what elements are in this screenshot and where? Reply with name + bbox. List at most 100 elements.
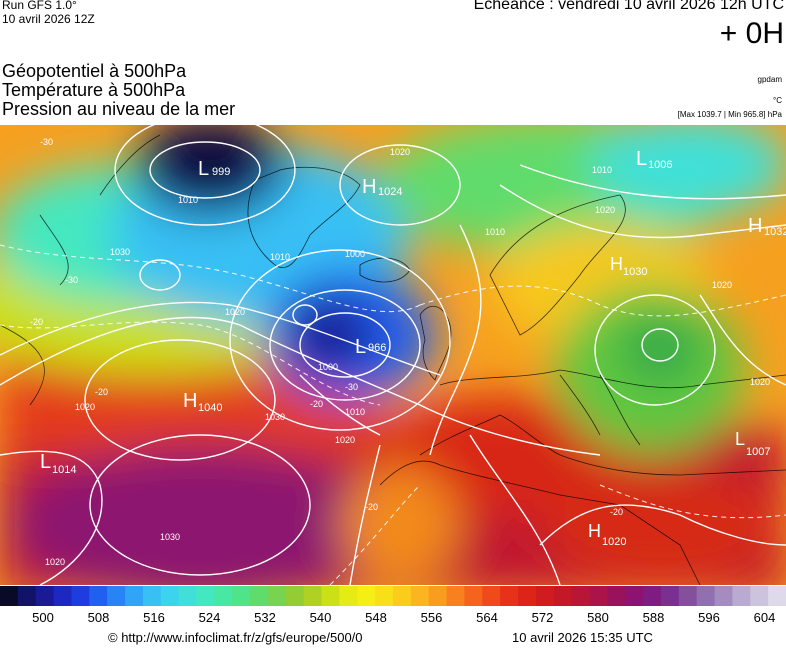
svg-text:1030: 1030	[623, 266, 647, 278]
svg-text:1020: 1020	[75, 402, 95, 412]
svg-text:L: L	[355, 336, 366, 358]
scale-swatch	[464, 586, 483, 606]
title-geopotential: Géopotentiel à 500hPa	[2, 61, 187, 81]
scale-swatch	[446, 586, 465, 606]
high-center-azores: H 1040	[183, 390, 222, 414]
svg-text:1010: 1010	[485, 227, 505, 237]
svg-text:1000: 1000	[345, 249, 365, 259]
unit-temperature: °C	[773, 96, 782, 105]
svg-text:1020: 1020	[225, 307, 245, 317]
svg-text:-20: -20	[95, 387, 108, 397]
scale-tick-label: 516	[143, 610, 165, 625]
scale-swatch	[607, 586, 626, 606]
scale-swatch	[71, 586, 90, 606]
svg-text:-30: -30	[65, 275, 78, 285]
scale-tick-label: 556	[420, 610, 443, 625]
svg-text:-20: -20	[365, 502, 378, 512]
scale-swatch	[535, 586, 555, 606]
svg-text:1000: 1000	[318, 362, 338, 372]
scale-swatch	[178, 586, 197, 606]
scale-swatch	[678, 586, 698, 606]
scale-swatch	[250, 586, 269, 606]
svg-text:1020: 1020	[602, 536, 626, 548]
forecast-time: Echéance : vendredi 10 avril 2026 12h UT…	[473, 0, 784, 13]
high-center-norwegian-sea: H 1024	[362, 176, 402, 198]
scale-swatch	[357, 586, 376, 606]
color-scale	[0, 586, 786, 606]
forecast-offset: + 0H	[719, 17, 784, 50]
svg-text:-20: -20	[610, 507, 623, 517]
svg-text:1020: 1020	[712, 280, 732, 290]
scale-swatch	[428, 586, 448, 606]
unit-geopotential: gpdam	[757, 75, 782, 84]
svg-text:1010: 1010	[270, 252, 290, 262]
svg-text:-20: -20	[30, 317, 43, 327]
svg-text:-20: -20	[310, 399, 323, 409]
contour-labels: 1010 1020 1030 1000 1010 1020 1020 1010 …	[30, 137, 770, 567]
scale-swatch	[214, 586, 233, 606]
scale-swatch	[107, 586, 126, 606]
scale-tick-label: 564	[476, 610, 498, 625]
svg-text:1010: 1010	[592, 165, 612, 175]
svg-text:966: 966	[368, 342, 386, 354]
isobars	[0, 125, 786, 585]
scale-tick-label: 524	[198, 610, 221, 625]
low-center-west: L 1014	[40, 451, 76, 476]
scale-swatch	[696, 586, 716, 606]
scale-swatch	[714, 586, 733, 606]
scale-swatch	[160, 586, 180, 606]
scale-tick-label: 540	[309, 610, 332, 625]
color-field	[0, 125, 786, 585]
scale-swatch	[35, 586, 55, 606]
high-center-northeast: H 1032	[748, 215, 786, 238]
center-value: 999	[212, 166, 230, 178]
scale-swatch	[17, 586, 37, 606]
svg-text:1006: 1006	[648, 159, 672, 171]
scale-tick-label: 588	[642, 610, 665, 625]
scale-swatch	[571, 586, 590, 606]
svg-text:H: H	[588, 521, 601, 541]
scale-swatch	[660, 586, 680, 606]
credit-link[interactable]: © http://www.infoclimat.fr/z/gfs/europe/…	[108, 630, 363, 645]
svg-text:1010: 1010	[345, 407, 365, 417]
scale-swatch	[518, 586, 537, 606]
run-date: 10 avril 2026 12Z	[2, 12, 95, 26]
weather-map: L 999 H 1024 L 1006 H 1032 H 1030 L 966 H 1040 …	[0, 125, 786, 585]
scale-tick-label: 508	[87, 610, 110, 625]
svg-text:1030: 1030	[160, 532, 180, 542]
scale-swatch	[53, 586, 72, 606]
svg-text:1030: 1030	[110, 247, 130, 257]
scale-tick-label: 604	[753, 610, 776, 625]
svg-text:1007: 1007	[746, 446, 770, 458]
scale-swatch	[643, 586, 662, 606]
svg-text:-30: -30	[345, 382, 358, 392]
scale-swatch	[321, 586, 340, 606]
low-center-iceland: L 999	[198, 158, 230, 180]
scale-swatch	[375, 586, 394, 606]
svg-text:1040: 1040	[198, 402, 222, 414]
svg-text:1020: 1020	[45, 557, 65, 567]
scale-swatch	[410, 586, 430, 606]
scale-swatch	[732, 586, 751, 606]
svg-text:L: L	[40, 451, 51, 473]
isotherms	[0, 244, 786, 585]
svg-text:L: L	[636, 148, 647, 170]
svg-text:1020: 1020	[335, 435, 355, 445]
scale-swatch	[303, 586, 323, 606]
scale-swatch	[125, 586, 144, 606]
scale-swatch	[768, 586, 786, 606]
scale-swatch	[232, 586, 251, 606]
scale-swatch	[553, 586, 573, 606]
scale-swatch	[285, 586, 305, 606]
scale-tick-label: 548	[365, 610, 387, 625]
low-center-barents: L 1006	[636, 148, 672, 171]
svg-text:H: H	[610, 254, 623, 274]
scale-swatch	[589, 586, 608, 606]
high-center-russia: H 1030	[610, 254, 647, 278]
svg-text:1030: 1030	[265, 412, 285, 422]
svg-text:1020: 1020	[390, 147, 410, 157]
scale-swatch	[625, 586, 644, 606]
svg-text:1010: 1010	[178, 195, 198, 205]
scale-swatch	[89, 586, 108, 606]
